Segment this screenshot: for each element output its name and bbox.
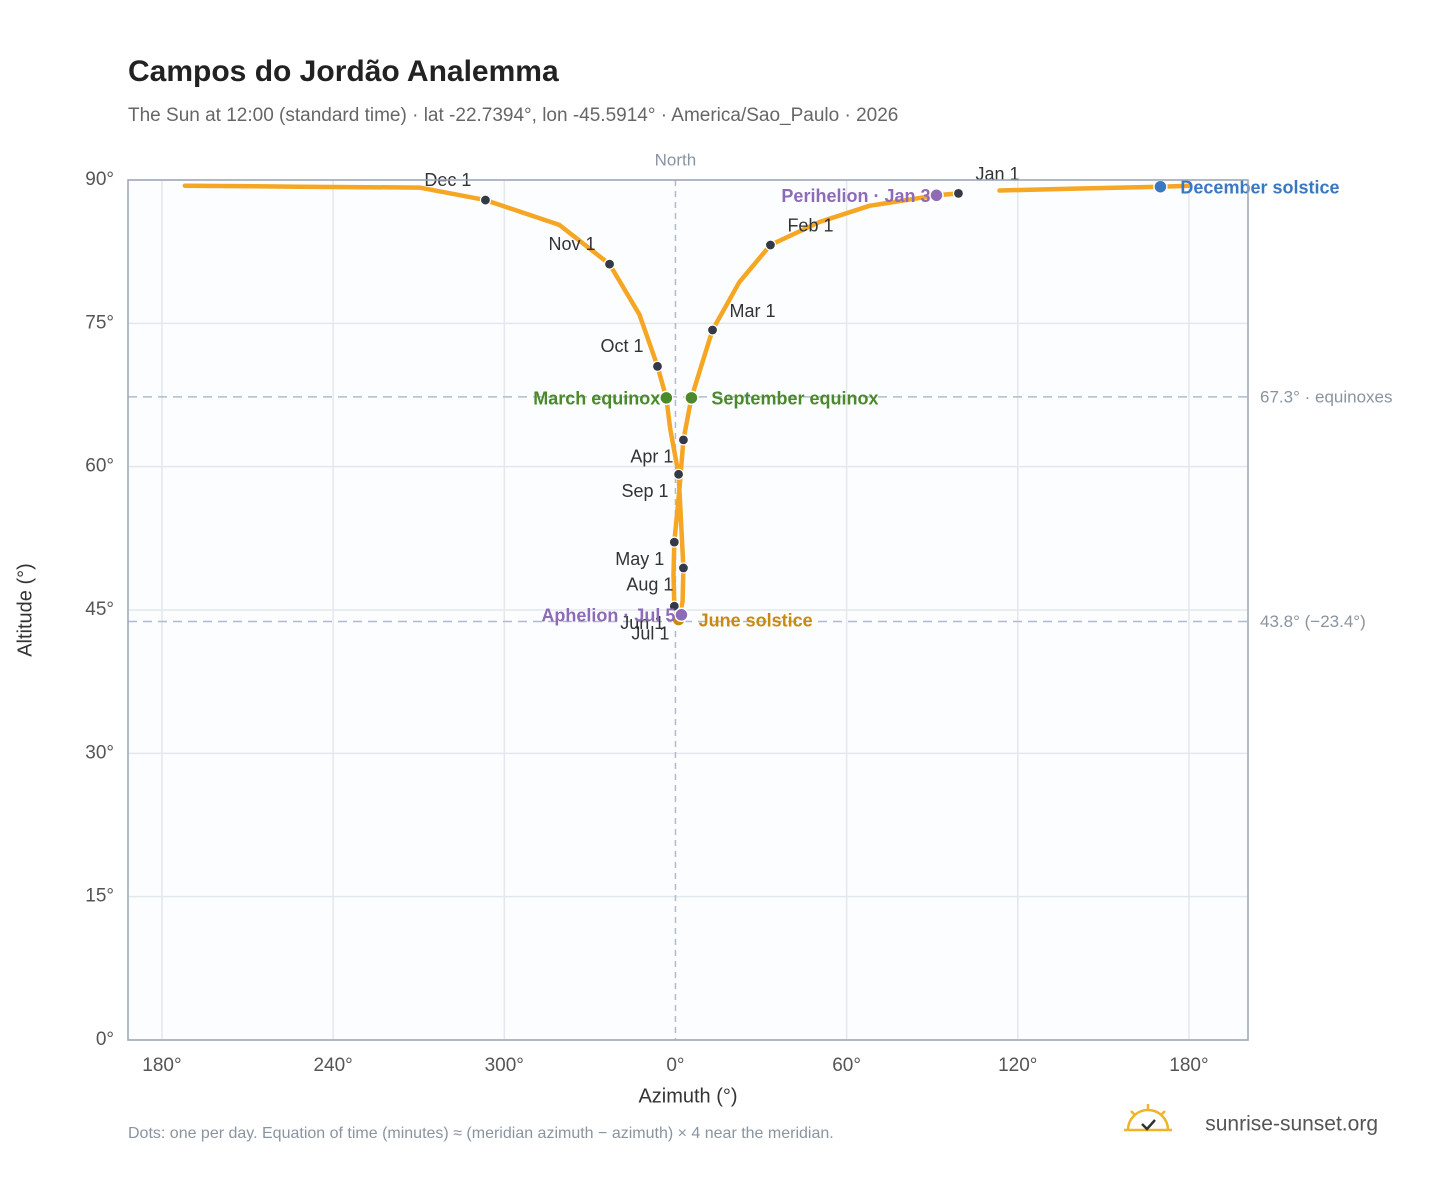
event-marker [659,390,674,406]
month-marker [668,600,680,612]
month-marker [952,187,965,199]
month-label: Nov 1 [549,234,596,254]
y-tick-label: 45° [85,599,114,620]
reference-label: 67.3° · equinoxes [1260,387,1393,406]
y-tick-label: 90° [85,169,114,190]
chart-subtitle: The Sun at 12:00 (standard time) · lat -… [128,105,898,126]
month-marker [677,562,690,574]
month-marker [706,324,719,336]
brand-logo [1124,1104,1172,1132]
month-marker [603,258,616,270]
y-tick-label: 15° [85,886,114,907]
footnote: Dots: one per day. Equation of time (min… [128,1125,834,1142]
event-label: December solstice [1180,177,1339,197]
month-marker [668,536,680,548]
month-label: Jun 1 [620,613,664,633]
month-label: Sep 1 [622,481,669,501]
event-label: September equinox [711,389,878,409]
x-tick-label: 0° [666,1055,684,1076]
month-label: Apr 1 [630,447,673,467]
month-label: Jan 1 [975,164,1019,184]
y-axis-label: Altitude (°) [14,563,36,657]
x-axis-label: Azimuth (°) [638,1085,737,1107]
north-label: North [655,150,697,169]
chart-title: Campos do Jordão Analemma [128,55,559,88]
event-label: June solstice [699,610,813,630]
event-marker [1153,179,1168,194]
month-label: Feb 1 [787,216,833,236]
x-tick-label: 180° [1169,1055,1208,1076]
month-marker [479,194,492,206]
y-tick-label: 30° [85,742,114,763]
month-label: Aug 1 [626,575,673,595]
reference-label: 43.8° (−23.4°) [1260,612,1366,631]
y-tick-label: 60° [85,456,114,477]
event-marker [684,390,699,406]
x-tick-label: 60° [832,1055,861,1076]
x-tick-label: 240° [313,1055,352,1076]
month-label: Mar 1 [730,301,776,321]
month-label: Jul 1 [631,623,669,643]
month-marker [677,434,690,446]
event-marker [929,188,944,203]
y-tick-label: 0° [96,1029,114,1050]
x-tick-label: 120° [998,1055,1037,1076]
month-marker [651,360,664,372]
month-label: May 1 [615,549,664,569]
event-label: March equinox [533,389,660,409]
month-marker [764,239,777,251]
plot-frame [127,179,1249,1041]
month-marker [672,468,685,480]
month-label: Oct 1 [600,336,643,356]
event-label: Perihelion · Jan 3 [781,186,930,206]
x-tick-label: 300° [485,1055,524,1076]
y-tick-label: 75° [85,312,114,333]
event-marker [674,607,689,623]
x-tick-label: 180° [142,1055,181,1076]
event-label: Aphelion · Jul 5 [541,606,675,626]
brand: sunrise-sunset.org [1205,1113,1378,1136]
